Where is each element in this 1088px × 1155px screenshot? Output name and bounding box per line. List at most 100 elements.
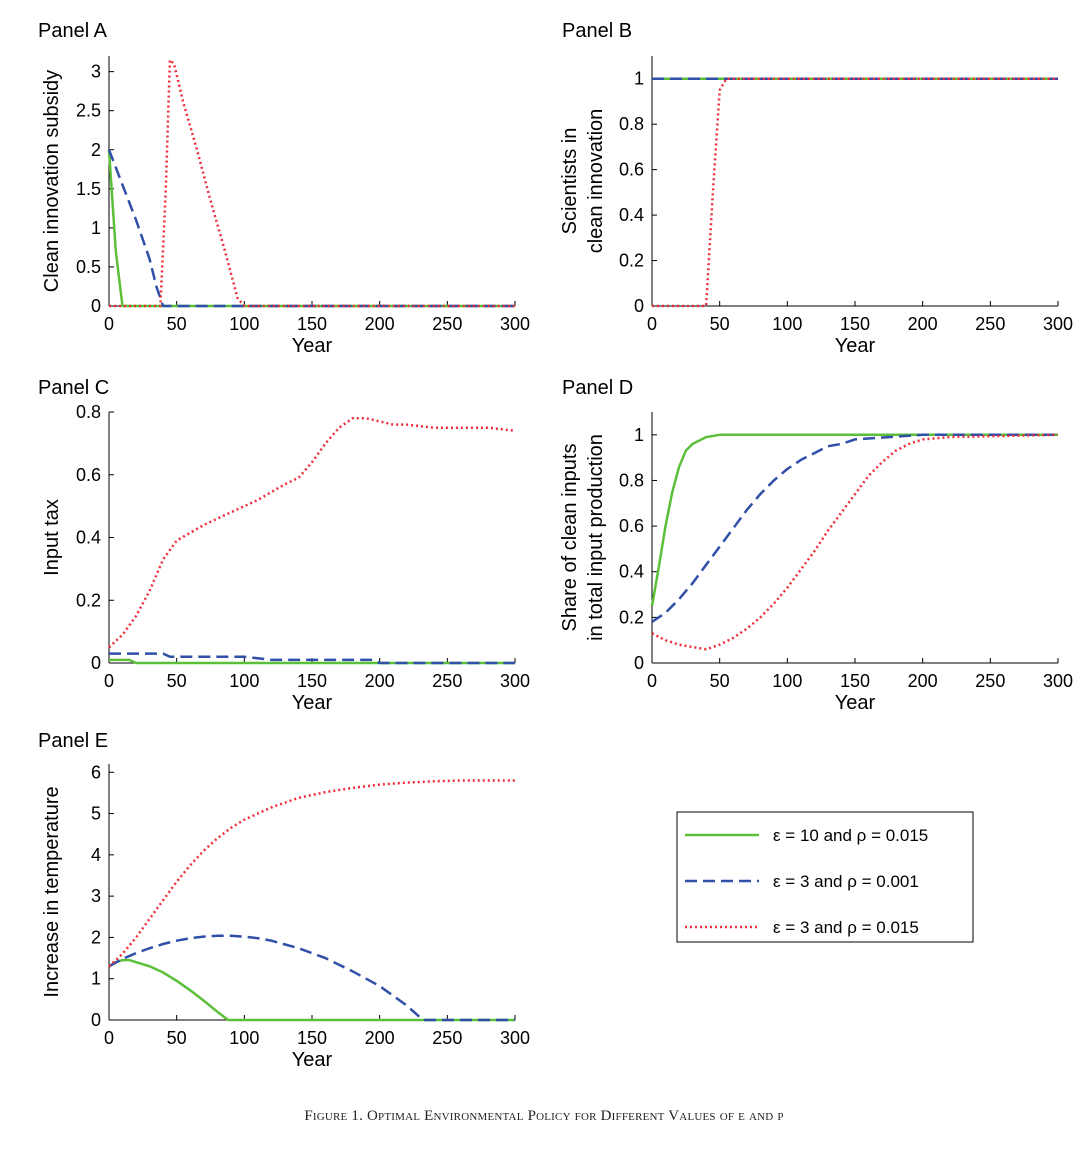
series-line-eps10: [108, 958, 515, 1022]
series-line-eps3_low: [108, 934, 515, 1022]
x-tick-label: 50: [710, 314, 730, 334]
x-tick-label: 100: [229, 1028, 259, 1048]
x-tick-label: 200: [365, 1028, 395, 1048]
x-tick-label: 0: [104, 1028, 114, 1048]
y-axis-label: Share of clean inputs: [559, 444, 581, 632]
legend-box: [676, 811, 974, 943]
x-tick-label: 200: [365, 314, 395, 334]
y-tick-label: 0.2: [619, 251, 644, 271]
x-tick-label: 250: [432, 1028, 462, 1048]
x-tick-label: 50: [167, 1028, 187, 1048]
y-axis-label: Increase in temperature: [41, 786, 63, 997]
y-axis-label: Scientists in: [559, 128, 581, 235]
x-tick-label: 100: [229, 671, 259, 691]
panel-title: Panel D: [562, 377, 633, 399]
x-tick-label: 100: [229, 314, 259, 334]
x-axis-label: Year: [835, 335, 876, 357]
y-tick-label: 1: [91, 969, 101, 989]
x-tick-label: 50: [710, 671, 730, 691]
y-axis-label: clean innovation: [585, 109, 607, 254]
x-tick-label: 50: [167, 671, 187, 691]
y-axis-label: in total input production: [585, 434, 607, 641]
x-tick-label: 150: [297, 314, 327, 334]
x-tick-label: 0: [104, 314, 114, 334]
y-tick-label: 4: [91, 845, 101, 865]
x-tick-label: 200: [908, 314, 938, 334]
series-line-eps10: [109, 658, 515, 665]
x-tick-label: 250: [975, 671, 1005, 691]
x-tick-label: 150: [297, 671, 327, 691]
panel-title: Panel E: [38, 730, 108, 752]
series-line-eps3_low: [109, 652, 515, 665]
y-tick-label: 2.5: [76, 101, 101, 121]
y-tick-label: 0.6: [619, 516, 644, 536]
x-tick-label: 0: [647, 671, 657, 691]
y-tick-label: 3: [91, 886, 101, 906]
y-tick-label: 0.6: [619, 160, 644, 180]
series-line-eps3_high: [108, 779, 515, 968]
y-tick-label: 0.8: [619, 470, 644, 490]
y-tick-label: 0.4: [76, 528, 101, 548]
x-axis-label: Year: [835, 692, 876, 714]
y-tick-label: 0: [634, 653, 644, 673]
panel-b: Panel B 0 50 100 150 200 250 300 0 0.2 0.4 0.6 0.8 1 Y…: [559, 20, 1073, 357]
x-axis-label: Year: [292, 335, 333, 357]
x-axis-label: Year: [292, 692, 333, 714]
y-tick-label: 1: [634, 425, 644, 445]
series-line-eps10: [650, 433, 1058, 607]
x-tick-label: 150: [840, 671, 870, 691]
series-line-eps3_low: [107, 149, 515, 308]
panel-title: Panel A: [38, 20, 108, 42]
x-tick-label: 150: [297, 1028, 327, 1048]
series-line-eps3_high: [108, 417, 516, 649]
x-tick-label: 250: [975, 314, 1005, 334]
x-tick-label: 150: [840, 314, 870, 334]
panel-c: Panel C 0 50 100 150 200 250 300 0 0.2 0.4 0.6 0.8 Ye…: [38, 377, 530, 714]
x-tick-label: 50: [167, 314, 187, 334]
figure-canvas: Panel A0 50 100 150 200 250 30000.511.522.53Ye…: [38, 20, 1073, 1071]
x-tick-label: 200: [908, 671, 938, 691]
y-tick-label: 0.4: [619, 562, 644, 582]
y-tick-label: 2: [91, 140, 101, 160]
y-tick-label: 0.4: [619, 205, 644, 225]
y-tick-label: 0: [634, 296, 644, 316]
panel-title: Panel C: [38, 377, 109, 399]
x-tick-label: 100: [772, 671, 802, 691]
x-tick-label: 200: [365, 671, 395, 691]
x-tick-label: 0: [647, 314, 657, 334]
x-tick-label: 0: [104, 671, 114, 691]
figure-caption: Figure 1. Optimal Environmental Policy f…: [304, 1108, 784, 1124]
panel-e: Panel E 0 50 100 150 200 250 300 0 1 2 3 4 5 6 Year Incr…: [38, 730, 530, 1071]
x-tick-label: 300: [500, 671, 530, 691]
panel-a: Panel A 0 50 100 150 200 250 300 0 0.5 1 1.5 2 2.5 3 Ye…: [38, 20, 530, 357]
y-tick-label: 0.5: [76, 257, 101, 277]
x-tick-label: 100: [772, 314, 802, 334]
y-tick-label: 0: [91, 653, 101, 673]
legend-label: ε = 10 and ρ = 0.015: [773, 826, 928, 845]
x-tick-label: 300: [500, 314, 530, 334]
y-tick-label: 1.5: [76, 179, 101, 199]
series-line-eps3_high: [651, 433, 1059, 651]
y-tick-label: 0.8: [619, 114, 644, 134]
x-tick-label: 300: [500, 1028, 530, 1048]
y-tick-label: 0.8: [76, 402, 101, 422]
legend: ε = 10 and ρ = 0.015 ε = 3 and ρ = 0.001 ε…: [676, 811, 974, 943]
y-tick-label: 6: [91, 762, 101, 782]
series-line-eps3_high: [109, 58, 515, 308]
y-tick-label: 3: [91, 62, 101, 82]
y-tick-label: 0: [91, 1010, 101, 1030]
panel-d: Panel D 0 50 100 150 200 250 300 0 0.2 0.4 0.6 0.8 1 Y…: [559, 377, 1073, 714]
x-tick-label: 250: [432, 671, 462, 691]
x-axis-label: Year: [292, 1049, 333, 1071]
y-tick-label: 0.6: [76, 465, 101, 485]
y-axis-label: Input tax: [41, 499, 63, 576]
y-tick-label: 5: [91, 804, 101, 824]
y-tick-label: 1: [91, 218, 101, 238]
y-axis-label: Clean innovation subsidy: [41, 70, 63, 292]
y-tick-label: 0.2: [619, 607, 644, 627]
legend-label: ε = 3 and ρ = 0.015: [773, 918, 919, 937]
y-tick-label: 0.2: [76, 590, 101, 610]
y-tick-label: 1: [634, 69, 644, 89]
series-line-eps3_low: [651, 433, 1058, 623]
x-tick-label: 300: [1043, 314, 1073, 334]
